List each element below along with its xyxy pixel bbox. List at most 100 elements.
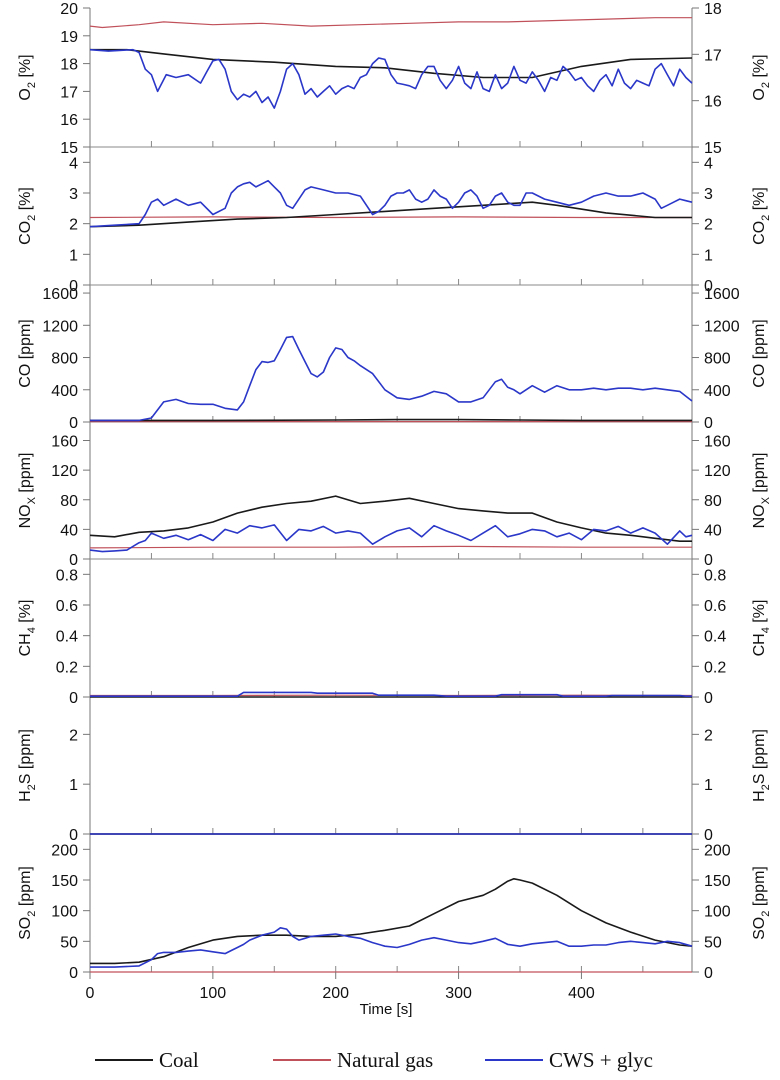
ylabel-sub: 2: [760, 215, 772, 221]
left-tick-label: 0.2: [56, 659, 78, 676]
left-tick-label: 1: [69, 777, 78, 794]
right-tick-label: 2: [704, 217, 713, 234]
left-tick-label: 1200: [42, 318, 78, 335]
ylabel-main: CO: [17, 221, 34, 245]
right-tick-label: 1: [704, 777, 713, 794]
ylabel-right-co2: CO2 [%]: [751, 187, 772, 245]
series-line-cws: [89, 179, 693, 228]
left-tick-label: 50: [60, 934, 78, 951]
ylabel-main: CH: [751, 633, 768, 656]
legend-label-cws: CWS + glyc: [549, 1047, 654, 1072]
series-line-cws: [90, 926, 693, 968]
series-line-coal: [90, 877, 693, 965]
left-tick-label: 40: [60, 522, 78, 539]
right-tick-label: 150: [704, 873, 731, 890]
ylabel-sub: 2: [26, 784, 38, 790]
ylabel-tail: [ppm]: [751, 319, 768, 363]
ylabel-tail: [%]: [17, 54, 34, 82]
right-tick-label: 2: [704, 727, 713, 744]
series-line-cws: [90, 335, 693, 422]
right-tick-label: 18: [704, 1, 722, 18]
ylabel-tail: [%]: [751, 187, 768, 215]
left-tick-label: 19: [60, 29, 78, 46]
ylabel-left-co: CO [ppm]: [17, 319, 34, 387]
left-tick-label: 18: [60, 57, 78, 74]
ylabel-right-nox: NOX [ppm]: [751, 453, 772, 529]
right-tick-label: 0.2: [704, 659, 726, 676]
left-tick-label: 17: [60, 84, 78, 101]
ylabel-main: SO: [751, 917, 768, 940]
right-tick-label: 0: [704, 690, 713, 707]
x-tick-label: 200: [322, 985, 349, 1002]
series-line-cws: [89, 48, 693, 109]
legend-label-natural-gas: Natural gas: [337, 1047, 434, 1072]
left-tick-label: 1600: [42, 286, 78, 303]
right-tick-label: 80: [704, 493, 722, 510]
right-tick-label: 100: [704, 904, 731, 921]
ylabel-left-ch4: CH4 [%]: [17, 600, 38, 657]
legend-label-coal: Coal: [159, 1047, 199, 1072]
left-tick-label: 0: [69, 827, 78, 844]
ylabel-sub: 2: [760, 911, 772, 917]
ylabel-main: NO: [751, 504, 768, 528]
right-tick-label: 16: [704, 94, 722, 111]
ylabel-tail: [ppm]: [751, 453, 768, 497]
ylabel-sub: 2: [26, 911, 38, 917]
ylabel-main: H: [751, 790, 768, 802]
ylabel-tail: [ppm]: [17, 866, 34, 910]
left-tick-label: 16: [60, 112, 78, 129]
ylabel-left-o2: O2 [%]: [17, 54, 38, 100]
right-tick-label: 4: [704, 155, 713, 172]
legend: Coal Natural gas CWS + glyc: [95, 1042, 735, 1078]
series-line-natural-gas: [89, 17, 692, 29]
ylabel-tail: [%]: [17, 600, 34, 628]
left-tick-label: 2: [69, 727, 78, 744]
series-line-coal: [90, 418, 692, 422]
left-tick-label: 4: [69, 155, 78, 172]
left-tick-label: 120: [51, 463, 78, 480]
left-tick-label: 0.8: [56, 567, 78, 584]
left-tick-label: 3: [69, 186, 78, 203]
ylabel-sub: X: [26, 496, 38, 504]
ylabel-right-co: CO [ppm]: [751, 319, 768, 387]
series-line-cws: [89, 524, 693, 553]
right-tick-label: 1: [704, 247, 713, 264]
left-tick-label: 80: [60, 493, 78, 510]
ylabel-tail: [%]: [17, 187, 34, 215]
ylabel-left-co2: CO2 [%]: [17, 187, 38, 245]
left-tick-label: 0: [69, 278, 78, 295]
ylabel-main: NO: [17, 504, 34, 528]
right-tick-label: 50: [704, 934, 722, 951]
ylabel-right-h2s: H2S [ppm]: [751, 729, 772, 802]
left-tick-label: 0.4: [56, 629, 78, 646]
left-tick-label: 400: [51, 383, 78, 400]
ylabel-main: H: [17, 790, 34, 802]
series-line-coal: [89, 201, 692, 228]
left-tick-label: 0: [69, 552, 78, 569]
right-tick-label: 0: [704, 278, 713, 295]
right-tick-label: 120: [704, 463, 731, 480]
series-line-natural-gas: [89, 216, 692, 219]
ylabel-tail: [%]: [751, 54, 768, 82]
x-tick-label: 300: [445, 985, 472, 1002]
right-tick-label: 800: [704, 351, 731, 368]
ylabel-tail: [%]: [751, 600, 768, 628]
ylabel-main: CH: [17, 633, 34, 656]
legend-line-cws: [485, 1059, 543, 1061]
ylabel-main: SO: [17, 917, 34, 940]
right-tick-label: 400: [704, 383, 731, 400]
ylabel-main: O: [751, 88, 768, 100]
left-tick-label: 800: [51, 351, 78, 368]
series-line-coal: [89, 495, 692, 543]
right-tick-label: 15: [704, 140, 722, 157]
right-tick-label: 3: [704, 186, 713, 203]
ylabel-sub: X: [760, 496, 772, 504]
right-tick-label: 0: [704, 827, 713, 844]
ylabel-main: O: [17, 88, 34, 100]
right-tick-label: 0: [704, 552, 713, 569]
left-tick-label: 100: [51, 904, 78, 921]
left-tick-label: 150: [51, 873, 78, 890]
x-tick-label: 0: [86, 985, 95, 1002]
